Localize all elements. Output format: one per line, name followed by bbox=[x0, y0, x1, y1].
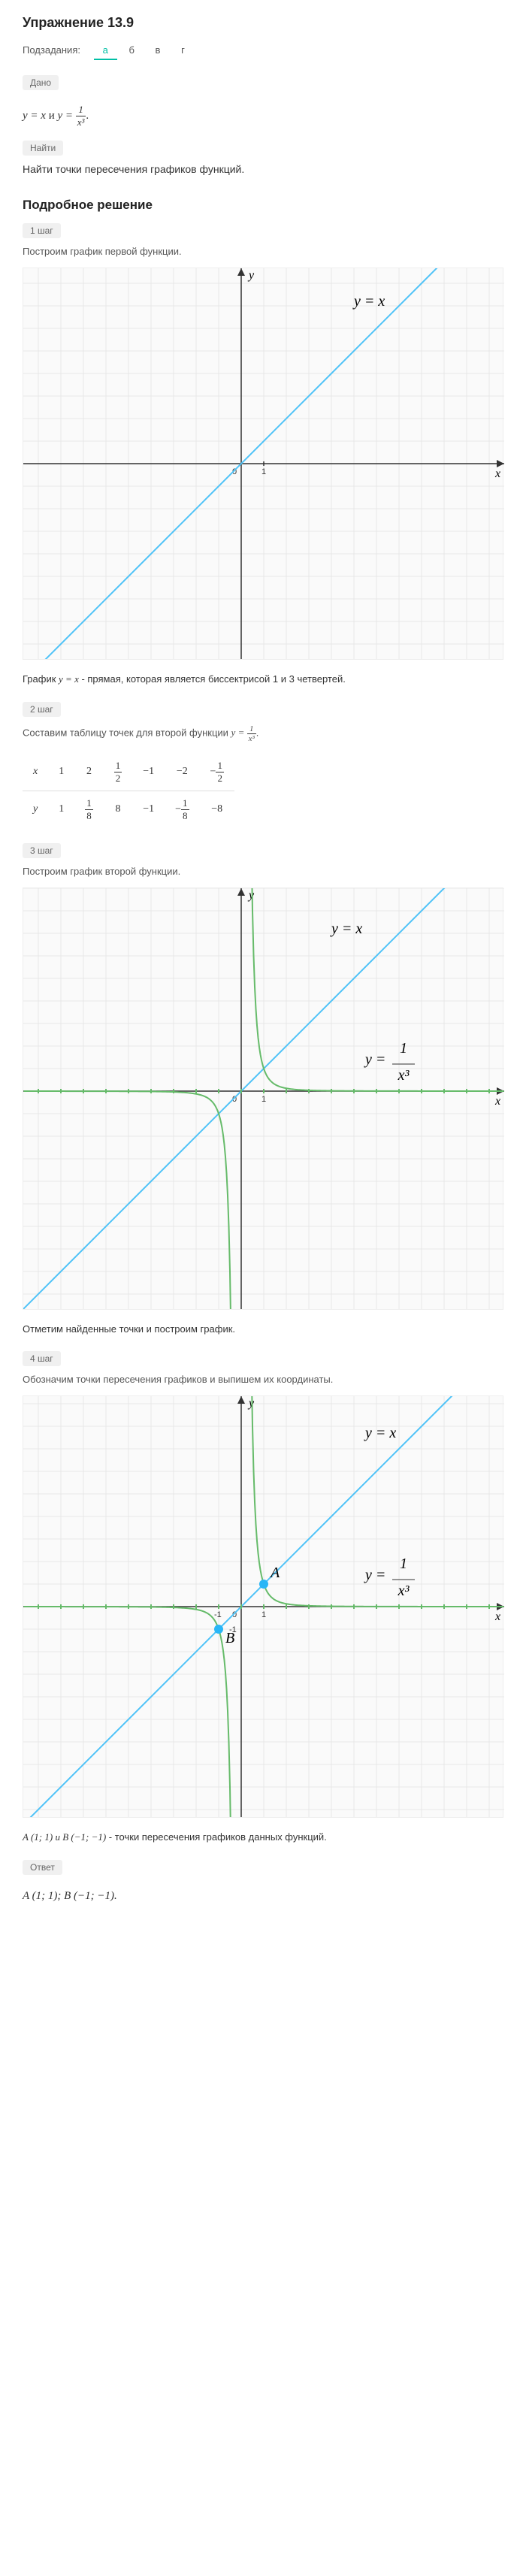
step2-desc: Составим таблицу точек для второй функци… bbox=[23, 724, 503, 743]
res-pre: A (1; 1) и B (−1; −1) bbox=[23, 1831, 106, 1843]
solution-title: Подробное решение bbox=[23, 198, 503, 213]
cap-eq: y = x bbox=[59, 673, 79, 685]
step1-badge: 1 шаг bbox=[23, 223, 61, 238]
tab-a[interactable]: а bbox=[94, 41, 117, 60]
graph3: xy01AB-1-1y = xy = 1x³ bbox=[23, 1395, 503, 1818]
svg-text:x: x bbox=[494, 1095, 500, 1108]
step3-desc: Построим график второй функции. bbox=[23, 866, 503, 877]
tab-v[interactable]: в bbox=[147, 41, 170, 59]
find-badge: Найти bbox=[23, 141, 63, 156]
step1-desc: Построим график первой функции. bbox=[23, 246, 503, 257]
cap-pre: График bbox=[23, 673, 59, 685]
svg-text:1: 1 bbox=[400, 1040, 407, 1057]
find-text: Найти точки пересечения графиков функций… bbox=[23, 163, 503, 175]
svg-text:1: 1 bbox=[261, 467, 266, 476]
svg-text:y = x: y = x bbox=[330, 921, 362, 937]
cap-post: - прямая, которая является биссектрисой … bbox=[79, 673, 346, 685]
answer-badge: Ответ bbox=[23, 1860, 62, 1875]
graph2: xy01y = xy = 1x³ bbox=[23, 887, 503, 1310]
res-post: - точки пересечения графиков данных функ… bbox=[106, 1831, 327, 1843]
step2-badge: 2 шаг bbox=[23, 702, 61, 717]
step4-desc: Обозначим точки пересечения графиков и в… bbox=[23, 1374, 503, 1385]
svg-text:y = x: y = x bbox=[352, 293, 385, 310]
given-period: . bbox=[86, 110, 89, 122]
s2-p: . bbox=[256, 727, 259, 738]
given-expr: y = x и y = 1x³. bbox=[23, 104, 503, 128]
exercise-title: Упражнение 13.9 bbox=[23, 15, 503, 31]
svg-text:y: y bbox=[247, 269, 255, 282]
answer-block: Ответ A (1; 1); B (−1; −1). bbox=[23, 1860, 503, 1903]
svg-text:1: 1 bbox=[261, 1095, 266, 1104]
svg-text:y =: y = bbox=[364, 1051, 385, 1068]
svg-text:1: 1 bbox=[261, 1610, 266, 1619]
step3-caption: Отметим найденные точки и построим графи… bbox=[23, 1322, 503, 1337]
svg-text:y: y bbox=[247, 889, 255, 902]
subtasks-label: Подзадания: bbox=[23, 44, 80, 56]
step1-caption: График y = x - прямая, которая является … bbox=[23, 672, 503, 687]
subtasks-bar: Подзадания: а б в г bbox=[23, 41, 503, 60]
step4-result: A (1; 1) и B (−1; −1) - точки пересечени… bbox=[23, 1830, 503, 1845]
step4-badge: 4 шаг bbox=[23, 1351, 61, 1366]
svg-text:-1: -1 bbox=[229, 1625, 237, 1634]
given-eq2-pref: y = bbox=[57, 110, 75, 122]
svg-text:x: x bbox=[494, 1610, 500, 1623]
svg-text:y: y bbox=[247, 1397, 255, 1410]
frac-den: x³ bbox=[76, 116, 86, 128]
given-conn: и bbox=[46, 110, 58, 122]
s2-d: x³ bbox=[247, 734, 256, 743]
svg-text:y =: y = bbox=[364, 1567, 385, 1583]
data-table: x1212−1−2−12y1188−1−18−8 bbox=[23, 754, 503, 828]
svg-text:x³: x³ bbox=[398, 1067, 410, 1084]
svg-text:x: x bbox=[494, 467, 500, 480]
given-badge: Дано bbox=[23, 75, 59, 90]
svg-text:A: A bbox=[269, 1565, 280, 1581]
svg-text:x³: x³ bbox=[398, 1583, 410, 1599]
svg-text:y = x: y = x bbox=[364, 1425, 396, 1441]
answer-text: A (1; 1); B (−1; −1). bbox=[23, 1890, 503, 1903]
s2-pre: Составим таблицу точек для второй функци… bbox=[23, 727, 231, 738]
frac-num: 1 bbox=[76, 104, 86, 116]
s2-n: 1 bbox=[247, 724, 256, 734]
tab-b[interactable]: б bbox=[119, 41, 143, 59]
graph1: xy01y = x bbox=[23, 268, 503, 660]
given-block: Дано y = x и y = 1x³. bbox=[23, 75, 503, 128]
s2-eqp: y = bbox=[231, 727, 247, 738]
given-eq1: y = x bbox=[23, 110, 46, 122]
svg-text:1: 1 bbox=[400, 1556, 407, 1572]
step3-badge: 3 шаг bbox=[23, 843, 61, 858]
given-frac: 1x³ bbox=[76, 104, 86, 128]
svg-text:-1: -1 bbox=[214, 1610, 222, 1619]
tab-g[interactable]: г bbox=[172, 41, 194, 59]
find-block: Найти Найти точки пересечения графиков ф… bbox=[23, 141, 503, 175]
